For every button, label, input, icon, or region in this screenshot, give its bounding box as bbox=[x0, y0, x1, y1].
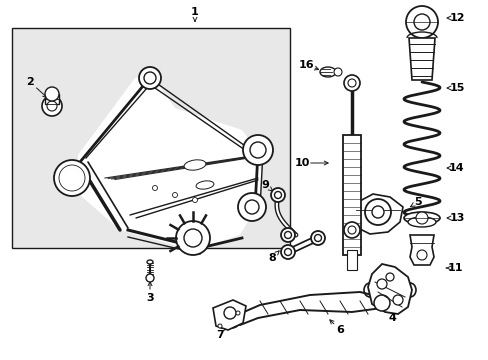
Circle shape bbox=[243, 135, 272, 165]
Ellipse shape bbox=[407, 217, 435, 227]
Circle shape bbox=[47, 101, 57, 111]
Text: 16: 16 bbox=[299, 60, 314, 70]
Text: 3: 3 bbox=[146, 293, 154, 303]
Circle shape bbox=[347, 79, 355, 87]
Polygon shape bbox=[229, 292, 384, 325]
Text: 5: 5 bbox=[413, 197, 421, 207]
Circle shape bbox=[343, 222, 359, 238]
Circle shape bbox=[218, 324, 222, 328]
Polygon shape bbox=[78, 75, 262, 248]
Circle shape bbox=[310, 231, 325, 245]
Polygon shape bbox=[213, 300, 245, 330]
Circle shape bbox=[59, 165, 85, 191]
Circle shape bbox=[62, 168, 82, 188]
Circle shape bbox=[172, 193, 177, 198]
Circle shape bbox=[415, 212, 427, 224]
Ellipse shape bbox=[319, 67, 335, 77]
Text: 13: 13 bbox=[448, 213, 464, 223]
Text: 1: 1 bbox=[191, 7, 199, 17]
Bar bbox=[346, 250, 356, 270]
Text: 11: 11 bbox=[447, 263, 462, 273]
Text: 14: 14 bbox=[448, 163, 464, 173]
Circle shape bbox=[392, 295, 402, 305]
Circle shape bbox=[45, 87, 59, 101]
Circle shape bbox=[281, 245, 294, 259]
Bar bbox=[45, 94, 59, 104]
Circle shape bbox=[343, 75, 359, 91]
Circle shape bbox=[192, 198, 197, 202]
Text: 15: 15 bbox=[448, 83, 464, 93]
Circle shape bbox=[385, 273, 393, 281]
Circle shape bbox=[183, 229, 202, 247]
Ellipse shape bbox=[196, 181, 213, 189]
Circle shape bbox=[249, 142, 265, 158]
Circle shape bbox=[405, 6, 437, 38]
Text: 9: 9 bbox=[261, 180, 268, 190]
Text: 2: 2 bbox=[26, 77, 34, 87]
Circle shape bbox=[54, 160, 90, 196]
Circle shape bbox=[373, 295, 389, 311]
Text: 4: 4 bbox=[387, 313, 395, 323]
Circle shape bbox=[139, 67, 161, 89]
Text: 6: 6 bbox=[335, 325, 343, 335]
Circle shape bbox=[224, 312, 240, 328]
Text: 12: 12 bbox=[448, 13, 464, 23]
Circle shape bbox=[371, 206, 383, 218]
Circle shape bbox=[152, 185, 157, 190]
Circle shape bbox=[364, 199, 390, 225]
Circle shape bbox=[347, 226, 355, 234]
Circle shape bbox=[376, 279, 386, 289]
Circle shape bbox=[244, 200, 259, 214]
Circle shape bbox=[333, 68, 341, 76]
Circle shape bbox=[176, 221, 209, 255]
Circle shape bbox=[143, 72, 156, 84]
Ellipse shape bbox=[403, 212, 439, 224]
Bar bbox=[342, 135, 360, 255]
Circle shape bbox=[416, 250, 426, 260]
Circle shape bbox=[314, 234, 321, 242]
Circle shape bbox=[146, 274, 154, 282]
Ellipse shape bbox=[183, 160, 205, 170]
Circle shape bbox=[413, 14, 429, 30]
Circle shape bbox=[274, 192, 281, 198]
Circle shape bbox=[270, 188, 285, 202]
Circle shape bbox=[281, 228, 294, 242]
Bar bbox=[12, 28, 289, 248]
Polygon shape bbox=[352, 194, 402, 234]
Text: 10: 10 bbox=[294, 158, 309, 168]
Circle shape bbox=[236, 311, 240, 315]
Text: 7: 7 bbox=[216, 330, 224, 340]
Circle shape bbox=[224, 307, 236, 319]
Polygon shape bbox=[409, 235, 433, 265]
Circle shape bbox=[284, 248, 291, 256]
Circle shape bbox=[238, 193, 265, 221]
Polygon shape bbox=[408, 38, 434, 80]
Polygon shape bbox=[367, 264, 411, 314]
Text: 8: 8 bbox=[267, 253, 275, 263]
Ellipse shape bbox=[147, 260, 153, 264]
Circle shape bbox=[284, 231, 291, 238]
Circle shape bbox=[42, 96, 62, 116]
